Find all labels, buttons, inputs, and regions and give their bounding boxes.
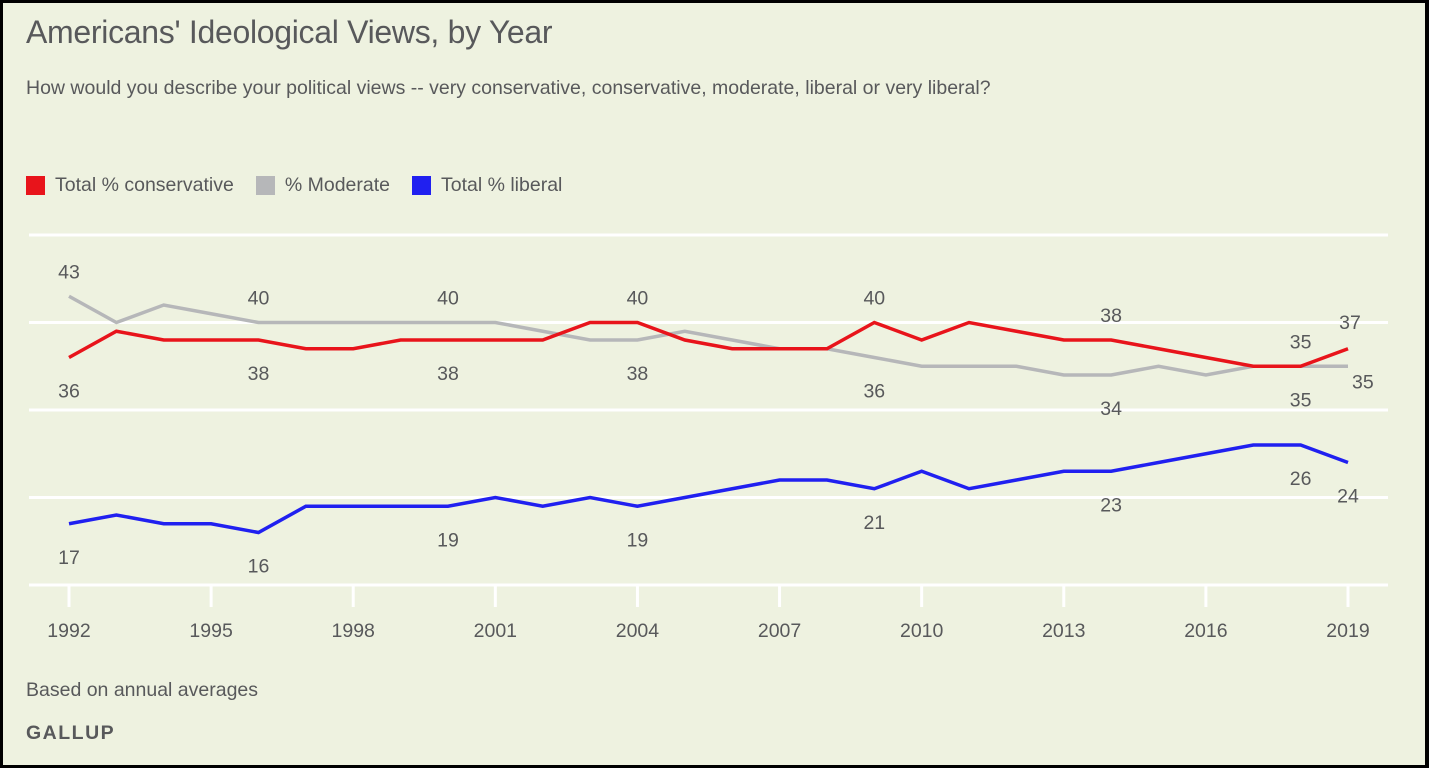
footnote: Based on annual averages xyxy=(26,679,259,701)
chart-subtitle: How would you describe your political vi… xyxy=(26,77,991,99)
legend-label-liberal: Total % liberal xyxy=(440,174,563,196)
x-tick-label-1998: 1998 xyxy=(332,620,375,642)
legend-item-conservative: Total % conservative xyxy=(26,174,234,197)
legend-label-conservative: Total % conservative xyxy=(55,174,234,196)
x-tick-label-1992: 1992 xyxy=(47,620,90,642)
data-label-liberal-2014: 23 xyxy=(1100,494,1122,516)
x-tick-label-2010: 2010 xyxy=(900,620,944,642)
data-label-conservative-2014: 38 xyxy=(1100,305,1122,327)
data-label-moderate-2009: 36 xyxy=(863,381,885,403)
legend-swatch-moderate xyxy=(255,176,275,195)
series-line-liberal xyxy=(68,443,1349,535)
chart-frame xyxy=(3,3,1425,765)
legend-item-moderate: % Moderate xyxy=(255,174,390,197)
legend-swatch-conservative xyxy=(26,176,45,195)
data-label-conservative-1996: 38 xyxy=(248,363,270,385)
data-label-liberal-1996: 16 xyxy=(248,556,270,578)
data-label-moderate-2000: 40 xyxy=(437,288,459,310)
data-label-liberal-2000: 19 xyxy=(437,529,459,551)
x-tick-label-1995: 1995 xyxy=(189,620,233,642)
data-label-conservative-2019: 37 xyxy=(1339,312,1361,334)
data-label-conservative-2018: 35 xyxy=(1290,331,1312,353)
x-tick-label-2019: 2019 xyxy=(1326,620,1369,642)
x-tick-label-2013: 2013 xyxy=(1042,620,1085,642)
data-label-liberal-1992: 17 xyxy=(58,547,80,569)
x-axis: 1992 1995 1998 2001 2004 2007 2010 2013 2016 2019 xyxy=(47,585,1370,642)
data-label-conservative-2009: 40 xyxy=(863,288,885,310)
series-line-moderate xyxy=(68,294,1348,377)
data-label-moderate-2019: 35 xyxy=(1352,371,1374,393)
legend-swatch-liberal xyxy=(411,176,431,195)
data-label-liberal-2009: 21 xyxy=(863,512,885,534)
data-label-moderate-1992: 43 xyxy=(58,261,80,283)
series-lines xyxy=(68,294,1349,535)
source-brand: GALLUP xyxy=(26,722,116,744)
gridlines xyxy=(29,233,1388,587)
data-label-conservative-1992: 36 xyxy=(58,381,80,403)
data-label-moderate-2004: 38 xyxy=(627,363,649,385)
data-label-moderate-2018: 35 xyxy=(1290,389,1312,411)
legend: Total % conservative % Moderate Total % … xyxy=(26,174,584,197)
x-tick-label-2004: 2004 xyxy=(616,620,660,642)
data-label-moderate-1996: 40 xyxy=(248,288,270,310)
data-label-conservative-2004: 40 xyxy=(627,288,649,310)
x-tick-label-2016: 2016 xyxy=(1184,620,1227,642)
chart-title: Americans' Ideological Views, by Year xyxy=(26,14,553,50)
legend-item-liberal: Total % liberal xyxy=(411,174,563,197)
data-label-liberal-2018: 26 xyxy=(1290,468,1312,490)
series-line-conservative xyxy=(68,320,1349,368)
data-label-liberal-2004: 19 xyxy=(627,529,649,551)
data-label-liberal-2019: 24 xyxy=(1337,486,1359,508)
legend-label-moderate: % Moderate xyxy=(284,174,390,196)
x-tick-label-2007: 2007 xyxy=(758,620,801,642)
x-tick-label-2001: 2001 xyxy=(474,620,517,642)
data-label-moderate-2014: 34 xyxy=(1100,398,1122,420)
data-label-conservative-2000: 38 xyxy=(437,363,459,385)
data-labels: 43 36 17 40 38 16 40 38 19 40 38 19 40 36 21 38 34 23 35 35… xyxy=(58,261,1374,577)
